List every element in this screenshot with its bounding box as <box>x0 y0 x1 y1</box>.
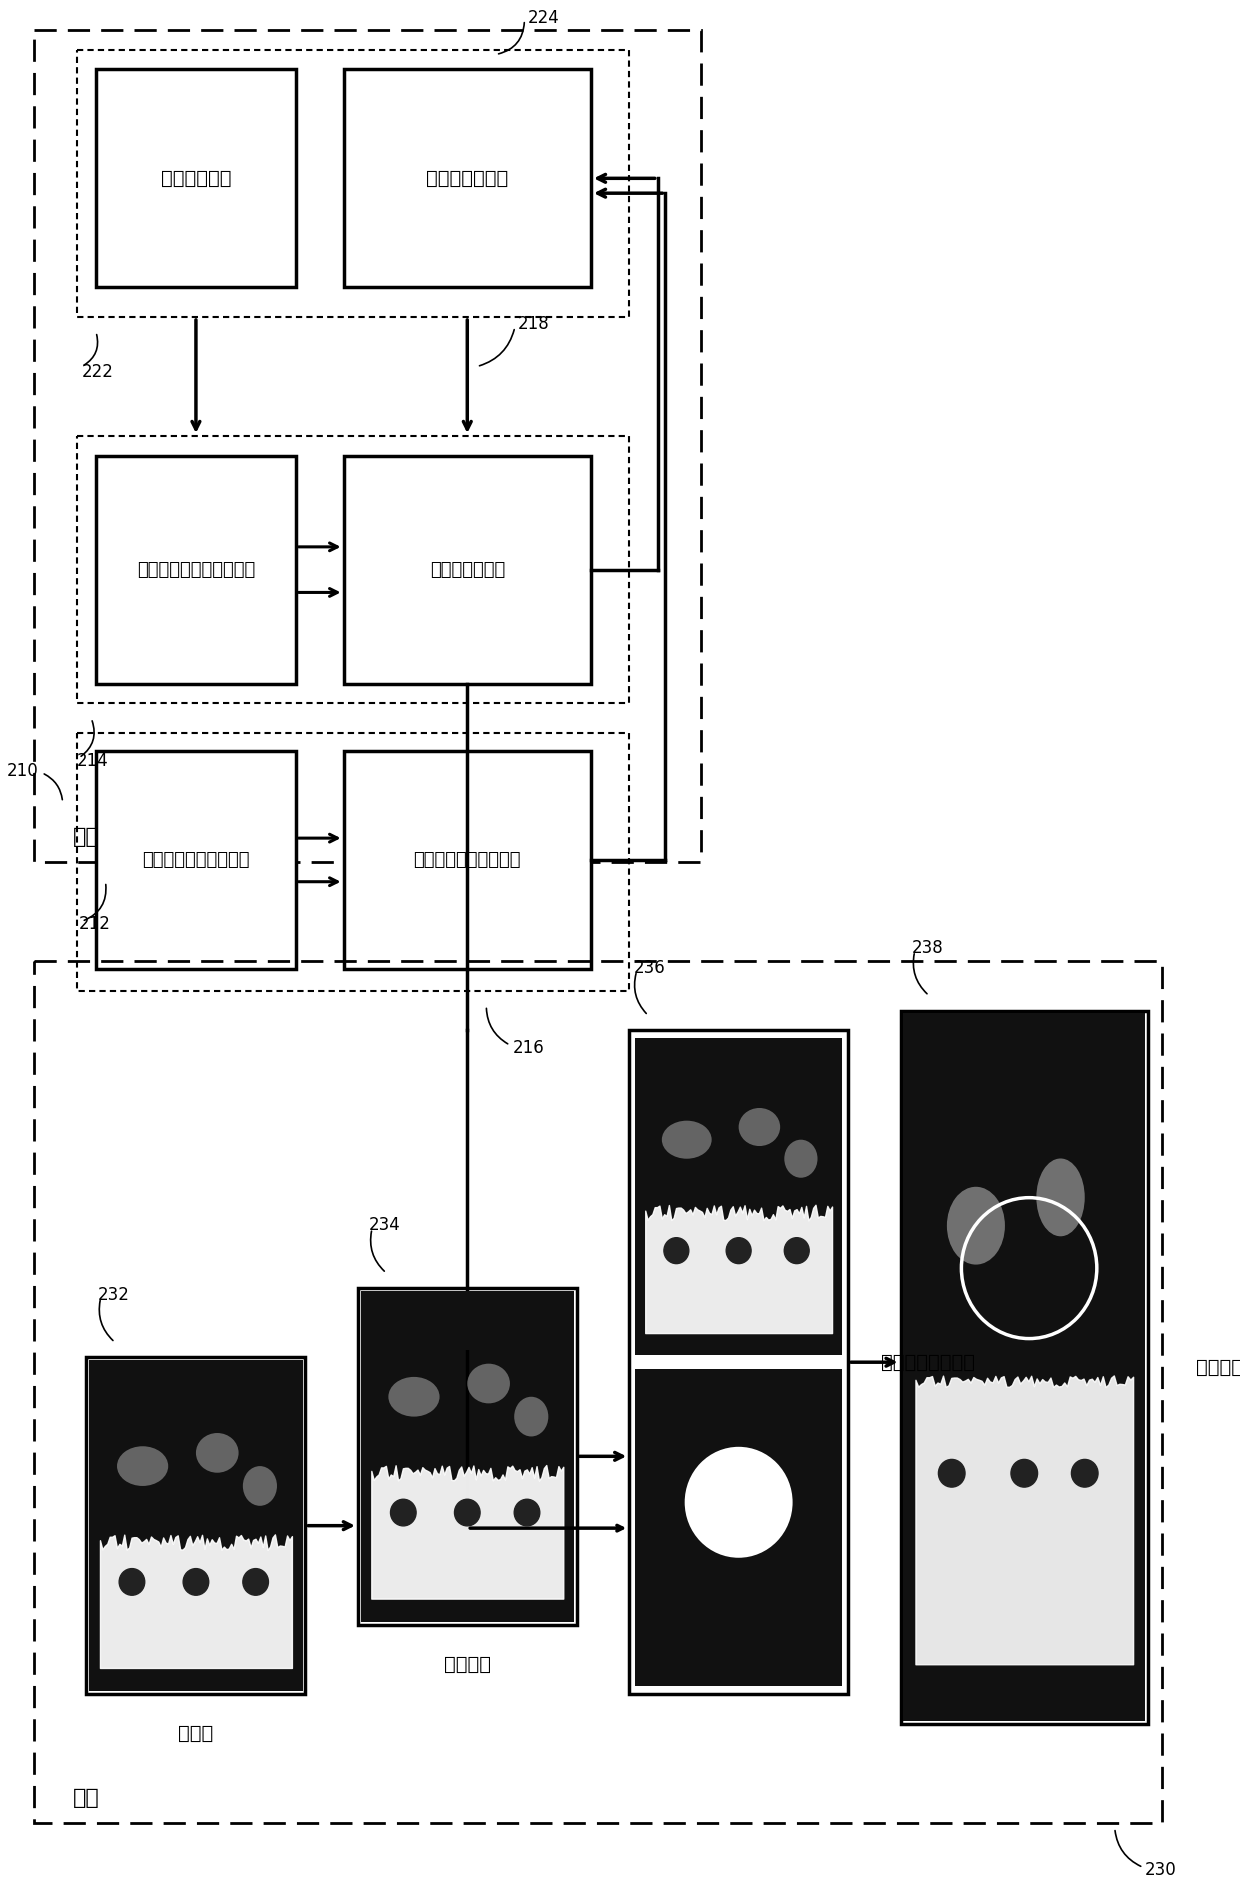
Circle shape <box>243 1569 268 1595</box>
FancyBboxPatch shape <box>629 1030 848 1695</box>
Text: 238: 238 <box>911 938 944 957</box>
Ellipse shape <box>785 1139 817 1177</box>
Text: 迭代的形状精细化: 迭代的形状精细化 <box>882 1353 976 1372</box>
Text: 222: 222 <box>82 362 114 381</box>
Bar <box>635 1038 842 1355</box>
Circle shape <box>119 1569 145 1595</box>
Circle shape <box>1071 1460 1099 1487</box>
Text: 初始形状: 初始形状 <box>444 1656 491 1674</box>
Ellipse shape <box>515 1396 548 1436</box>
Circle shape <box>785 1237 810 1263</box>
Text: 234: 234 <box>370 1216 401 1235</box>
Ellipse shape <box>662 1121 712 1158</box>
FancyBboxPatch shape <box>900 1010 1148 1723</box>
Text: 230: 230 <box>1146 1862 1177 1877</box>
Ellipse shape <box>243 1466 277 1505</box>
FancyBboxPatch shape <box>95 456 296 683</box>
Circle shape <box>727 1237 751 1263</box>
Ellipse shape <box>684 1447 792 1558</box>
Ellipse shape <box>388 1378 439 1417</box>
Text: 最终形状: 最终形状 <box>1195 1357 1240 1376</box>
Text: 236: 236 <box>634 959 666 976</box>
Text: 更新边界检测器: 更新边界检测器 <box>427 169 508 188</box>
Ellipse shape <box>196 1432 238 1473</box>
Circle shape <box>184 1569 208 1595</box>
FancyBboxPatch shape <box>87 1357 305 1695</box>
Ellipse shape <box>1037 1158 1085 1237</box>
Text: 离线: 离线 <box>73 828 99 847</box>
Text: 216: 216 <box>513 1040 544 1057</box>
Text: 210: 210 <box>7 762 38 779</box>
FancyBboxPatch shape <box>343 69 591 287</box>
Circle shape <box>939 1460 965 1487</box>
FancyBboxPatch shape <box>95 751 296 969</box>
Ellipse shape <box>739 1107 780 1147</box>
Circle shape <box>1011 1460 1038 1487</box>
Text: 更新形状词典: 更新形状词典 <box>161 169 231 188</box>
Circle shape <box>663 1237 689 1263</box>
Ellipse shape <box>117 1447 169 1487</box>
Circle shape <box>391 1500 417 1526</box>
Bar <box>635 1368 842 1686</box>
Text: 基于群体的稀疏形状词典: 基于群体的稀疏形状词典 <box>136 561 255 578</box>
Bar <box>89 1361 303 1691</box>
Ellipse shape <box>467 1365 510 1404</box>
Text: 214: 214 <box>77 753 109 770</box>
Text: 更新的形状词典: 更新的形状词典 <box>430 561 505 578</box>
Bar <box>361 1291 574 1622</box>
Bar <box>89 1361 303 1419</box>
FancyBboxPatch shape <box>343 456 591 683</box>
Circle shape <box>455 1500 480 1526</box>
Text: 新图像: 新图像 <box>179 1725 213 1744</box>
Text: 218: 218 <box>518 315 549 332</box>
Bar <box>635 1038 842 1096</box>
Text: 基于群体的边界检测器: 基于群体的边界检测器 <box>143 850 249 869</box>
Text: 224: 224 <box>527 9 559 26</box>
Circle shape <box>515 1500 539 1526</box>
Text: 在线: 在线 <box>73 1789 99 1808</box>
FancyBboxPatch shape <box>95 69 296 287</box>
Text: 232: 232 <box>98 1286 130 1305</box>
FancyBboxPatch shape <box>358 1288 577 1625</box>
FancyBboxPatch shape <box>343 751 591 969</box>
Bar <box>361 1291 574 1350</box>
Text: 212: 212 <box>79 916 110 933</box>
Ellipse shape <box>947 1186 1004 1265</box>
Bar <box>904 1014 1146 1721</box>
Text: 患者特异性边界检测器: 患者特异性边界检测器 <box>413 850 521 869</box>
